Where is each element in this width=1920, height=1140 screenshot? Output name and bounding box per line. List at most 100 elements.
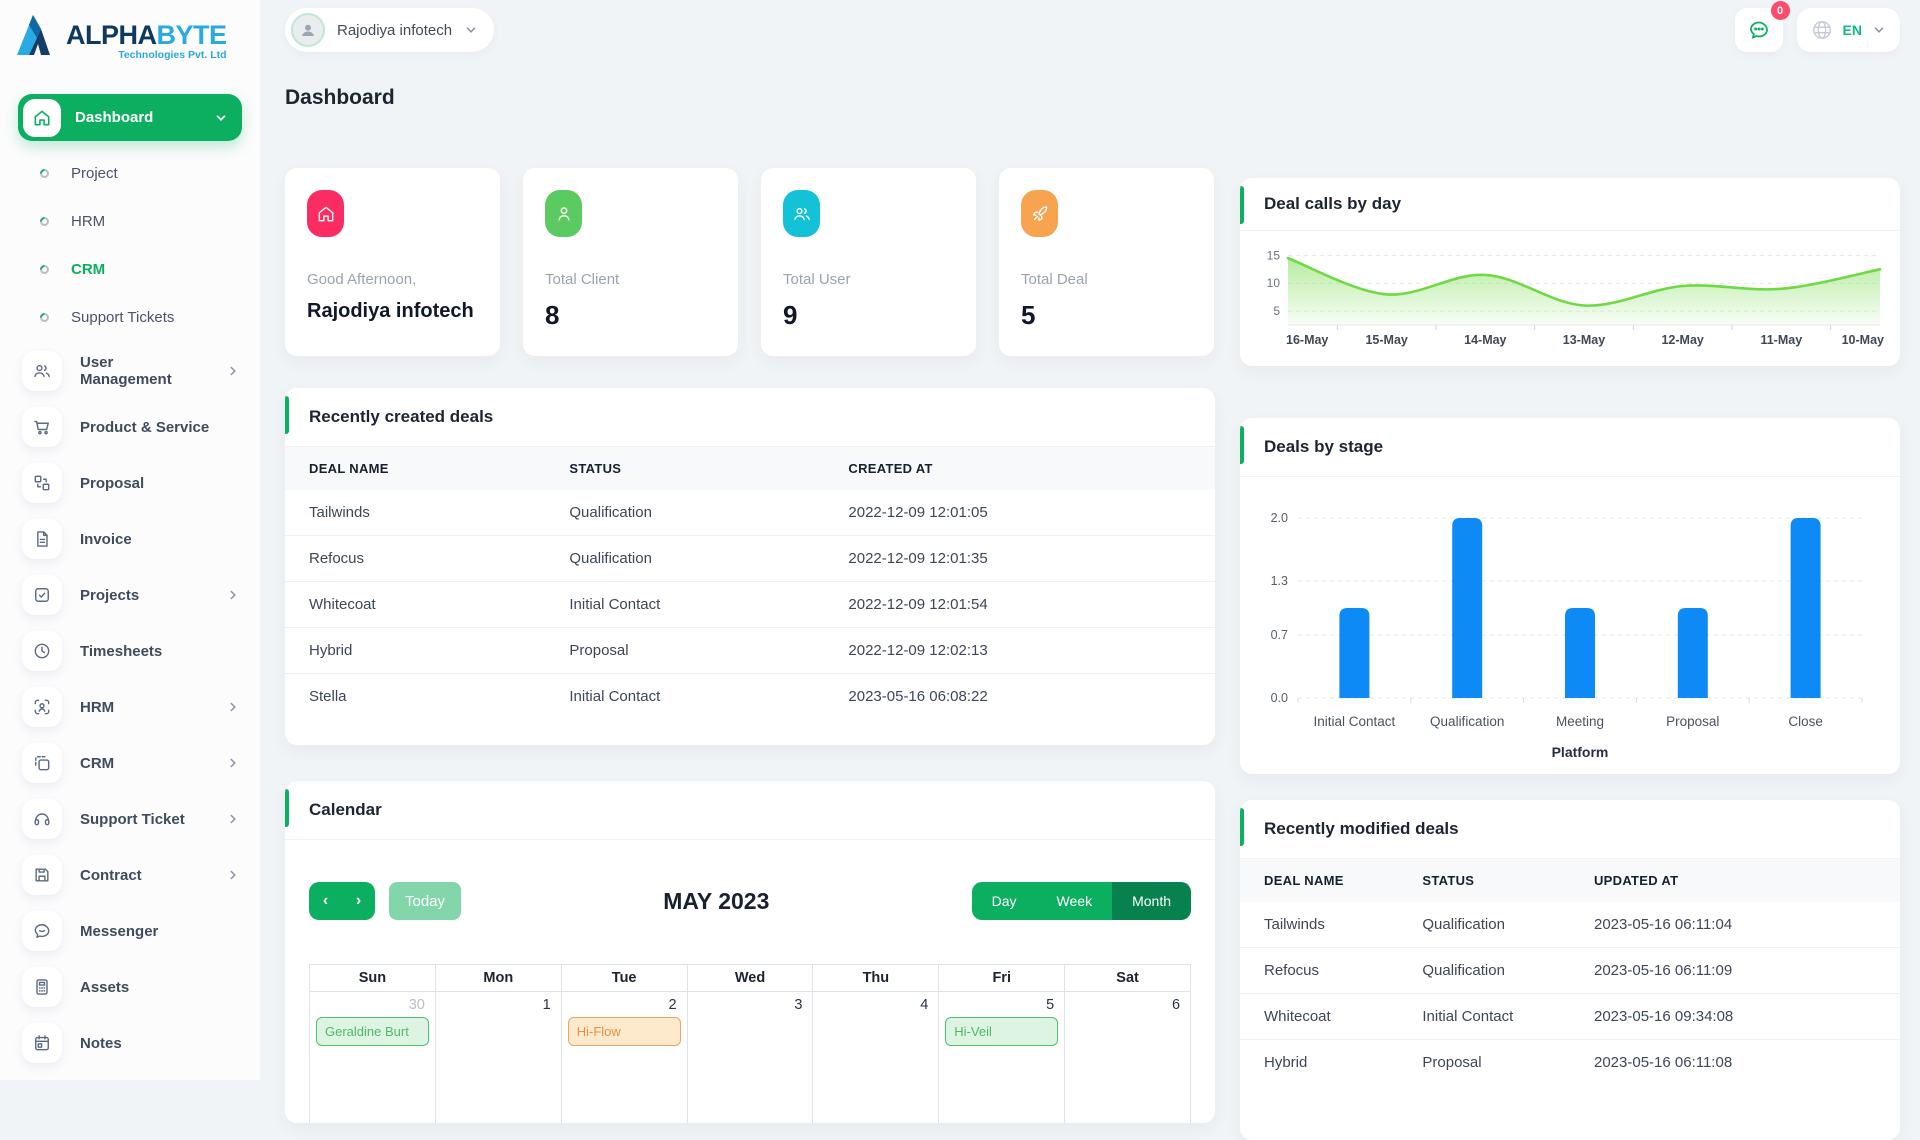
cell-status: Qualification <box>545 490 825 536</box>
svg-text:Meeting: Meeting <box>1556 714 1604 729</box>
calendar-view-month[interactable]: Month <box>1112 882 1191 920</box>
sidebar-item-contract[interactable]: Contract <box>0 847 260 903</box>
svg-text:Qualification: Qualification <box>1430 714 1504 729</box>
svg-text:Proposal: Proposal <box>1666 714 1719 729</box>
calendar-view-week[interactable]: Week <box>1036 882 1113 920</box>
cell-status: Initial Contact <box>569 688 661 705</box>
sidebar-item-assets[interactable]: Assets <box>0 959 260 1015</box>
calendar-day-cell[interactable]: 3 <box>688 992 814 1123</box>
svg-text:5: 5 <box>1273 304 1280 318</box>
sidebar-subitem-label: CRM <box>71 260 106 278</box>
calendar-day-cell[interactable]: 1 <box>436 992 562 1123</box>
calendar-event[interactable]: Geraldine Burt <box>316 1017 429 1046</box>
calendar-date-number: 6 <box>1171 997 1181 1013</box>
svg-text:13-May: 13-May <box>1563 333 1605 347</box>
calendar-day-cell[interactable]: 2 Hi-Flow <box>562 992 688 1123</box>
chevron-right-icon <box>230 814 236 824</box>
cell-timestamp: 2022-12-09 12:01:35 <box>824 535 1215 582</box>
bullet-ring-icon <box>38 166 51 180</box>
svg-text:16-May: 16-May <box>1286 333 1328 347</box>
sidebar-item-projects[interactable]: Projects <box>0 567 260 623</box>
svg-text:0.7: 0.7 <box>1271 628 1288 642</box>
section-title: Calendar <box>309 800 382 819</box>
messages-button[interactable]: 0 <box>1734 1 1790 52</box>
sidebar-item-label: Projects <box>80 586 140 604</box>
sidebar-subitem-support-tickets[interactable]: Support Tickets <box>0 293 260 341</box>
sidebar-item-label: Messenger <box>80 922 159 940</box>
sidebar-item-crm[interactable]: CRM <box>0 735 260 791</box>
cell-deal-name: Hybrid <box>285 627 546 674</box>
sidebar-subitem-hrm[interactable]: HRM <box>0 197 260 245</box>
recently-modified-deals-card: Recently modified deals DEAL NAME STATUS U… <box>1240 800 1900 1140</box>
column-header: STATUS <box>545 447 825 490</box>
stat-value: Rajodiya infotech <box>307 300 474 322</box>
workspace-selector[interactable]: Rajodiya infotech <box>285 8 495 52</box>
calendar-event[interactable]: Hi-Flow <box>567 1017 681 1046</box>
cell-deal-name: Refocus <box>1240 947 1399 994</box>
calendar-nav-group: ‹ › <box>309 882 375 920</box>
sidebar-item-support-ticket[interactable]: Support Ticket <box>0 791 260 847</box>
calendar-day-cell[interactable]: 4 <box>813 992 940 1123</box>
sidebar-item-label: Proposal <box>80 474 145 492</box>
calendar-date-number: 2 <box>668 997 677 1013</box>
column-header: CREATED AT <box>824 447 1215 490</box>
calendar-next-button[interactable]: › <box>355 892 362 909</box>
calendar-card: Calendar ‹ › Today MAY 2023 Day Week Month… <box>285 781 1215 1123</box>
table-row: Tailwinds Qualification 2022-12-09 12:01:0… <box>285 490 1215 536</box>
language-selector[interactable]: EN <box>1796 8 1900 52</box>
svg-text:Initial Contact: Initial Contact <box>1314 714 1396 729</box>
cell-status: Initial Contact <box>545 581 825 628</box>
brand-logo[interactable]: ALPHABYTE Technologies Pvt. Ltd <box>0 0 260 64</box>
clock-icon <box>22 631 62 671</box>
cell-status: Proposal <box>545 627 825 674</box>
section-title: Recently modified deals <box>1264 819 1459 838</box>
sidebar-item-label: Contract <box>80 866 142 884</box>
calendar-view-switcher: Day Week Month <box>971 882 1191 920</box>
frames-icon <box>22 743 62 783</box>
brand-name: ALPHABYTE <box>66 20 227 50</box>
cell-status: Initial Contact <box>1398 993 1570 1040</box>
cell-timestamp: 2023-05-16 06:11:08 <box>1593 1054 1733 1071</box>
cell-deal-name: Hybrid <box>1264 1054 1308 1071</box>
sidebar-item-label: CRM <box>80 754 115 772</box>
sidebar-item-product-service[interactable]: Product & Service <box>0 399 260 455</box>
brand-tagline: Technologies Pvt. Ltd <box>118 49 227 61</box>
main-content: Rajodiya infotech 0 EN Dashboard <box>260 0 1920 1140</box>
chevron-down-icon <box>466 27 476 33</box>
language-code: EN <box>1842 22 1862 38</box>
sidebar-item-proposal[interactable]: Proposal <box>0 455 260 511</box>
calendar-event[interactable]: Hi-Veil <box>945 1017 1059 1046</box>
sidebar-subitem-project[interactable]: Project <box>0 149 260 197</box>
calendar-day-cell[interactable]: 6 <box>1065 992 1190 1123</box>
calendar-day-cell[interactable]: 30 Geraldine Burt <box>310 992 436 1123</box>
sidebar-item-dashboard[interactable]: Dashboard <box>18 94 242 141</box>
calendar-today-button[interactable]: Today <box>389 882 462 920</box>
column-header: DEAL NAME <box>285 447 546 490</box>
notes-icon <box>22 1023 62 1063</box>
sidebar-item-notes[interactable]: Notes <box>0 1015 260 1071</box>
sidebar-item-label: Assets <box>80 978 130 996</box>
sidebar-item-user-management[interactable]: User Management <box>0 343 260 399</box>
sidebar-item-timesheets[interactable]: Timesheets <box>0 623 260 679</box>
calendar-day-cell[interactable]: 5 Hi-Veil <box>939 992 1066 1123</box>
sidebar-item-label: HRM <box>80 698 115 716</box>
sidebar-item-messenger[interactable]: Messenger <box>0 903 260 959</box>
table-row: Whitecoat Initial Contact 2023-05-16 09:34… <box>1240 993 1900 1040</box>
stat-value: 5 <box>1021 300 1036 330</box>
sidebar-subitem-crm[interactable]: CRM <box>0 245 260 293</box>
calendar-date-number: 30 <box>408 997 425 1013</box>
svg-text:Platform: Platform <box>1552 744 1609 760</box>
users-icon <box>783 190 820 237</box>
chat-icon <box>22 911 62 951</box>
workspace-avatar <box>291 13 325 47</box>
sidebar-subitem-label: Support Tickets <box>71 308 175 326</box>
cell-timestamp: 2023-05-16 06:11:09 <box>1569 947 1900 994</box>
sidebar-item-invoice[interactable]: Invoice <box>0 511 260 567</box>
calendar-prev-button[interactable]: ‹ <box>322 892 329 909</box>
sidebar-item-hrm[interactable]: HRM <box>0 679 260 735</box>
sidebar-subitem-label: Project <box>71 164 118 182</box>
calendar-view-day[interactable]: Day <box>971 882 1037 920</box>
calendar-day-header: Tue <box>561 965 688 992</box>
recently-created-deals-card: Recently created deals DEAL NAME STATUS CR… <box>285 388 1215 745</box>
deals-by-stage-card: Deals by stage 0.0 0.7 1.3 2.0 Initial Conta… <box>1240 418 1900 774</box>
